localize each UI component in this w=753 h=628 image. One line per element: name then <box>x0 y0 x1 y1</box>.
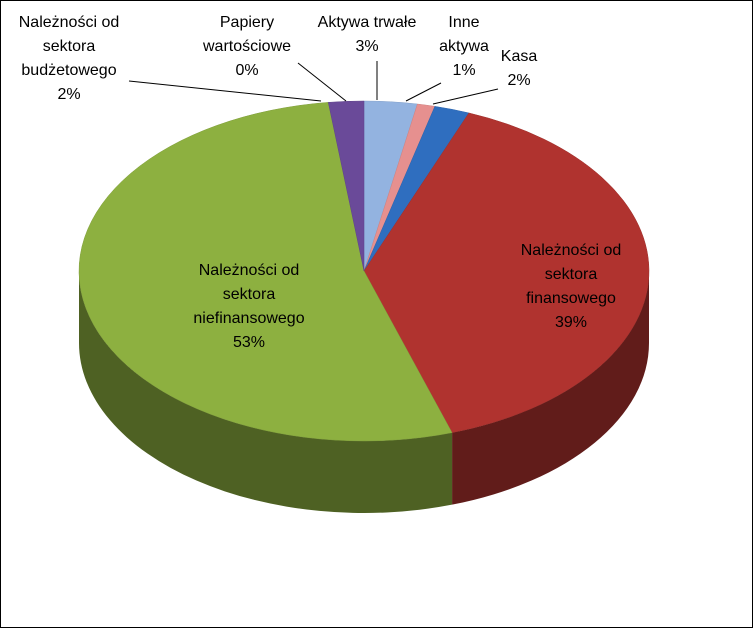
category: Należności od sektora finansowego <box>520 242 622 307</box>
slice-label: Aktywa trwałe 3% <box>302 11 432 59</box>
value-label: 39% <box>554 314 588 331</box>
pie-slice <box>363 112 650 433</box>
value-label: 53% <box>232 334 266 351</box>
leader-line <box>405 82 442 102</box>
slice-label: Należności od sektora niefinansowego 53% <box>174 259 324 355</box>
value-label: 2% <box>507 72 531 89</box>
leader-line <box>297 62 347 102</box>
pie-slice <box>327 100 365 272</box>
leader-line <box>128 80 322 102</box>
value-label: 1% <box>452 62 476 79</box>
slice-label: Inne aktywa 1% <box>437 11 492 83</box>
category: Aktywa trwałe <box>317 14 417 31</box>
leader-line <box>432 88 499 105</box>
slice-label: Należności od sektora finansowego 39% <box>506 239 636 335</box>
pie-side <box>452 271 649 505</box>
value-label: 0% <box>235 62 259 79</box>
value-label: 2% <box>57 86 81 103</box>
slice-label: Papiery wartościowe 0% <box>197 11 297 83</box>
category: Kasa <box>500 48 538 65</box>
pie-side <box>79 271 453 513</box>
category: Papiery wartościowe <box>202 14 292 55</box>
value-label: 3% <box>355 38 379 55</box>
pie-slice <box>78 102 453 442</box>
category: Inne aktywa <box>439 14 489 55</box>
slice-label: Należności od sektora budżetowego 2% <box>4 11 134 107</box>
category: Należności od sektora niefinansowego <box>193 262 305 327</box>
category: Należności od sektora budżetowego <box>18 14 120 79</box>
slice-label: Kasa 2% <box>494 45 544 93</box>
